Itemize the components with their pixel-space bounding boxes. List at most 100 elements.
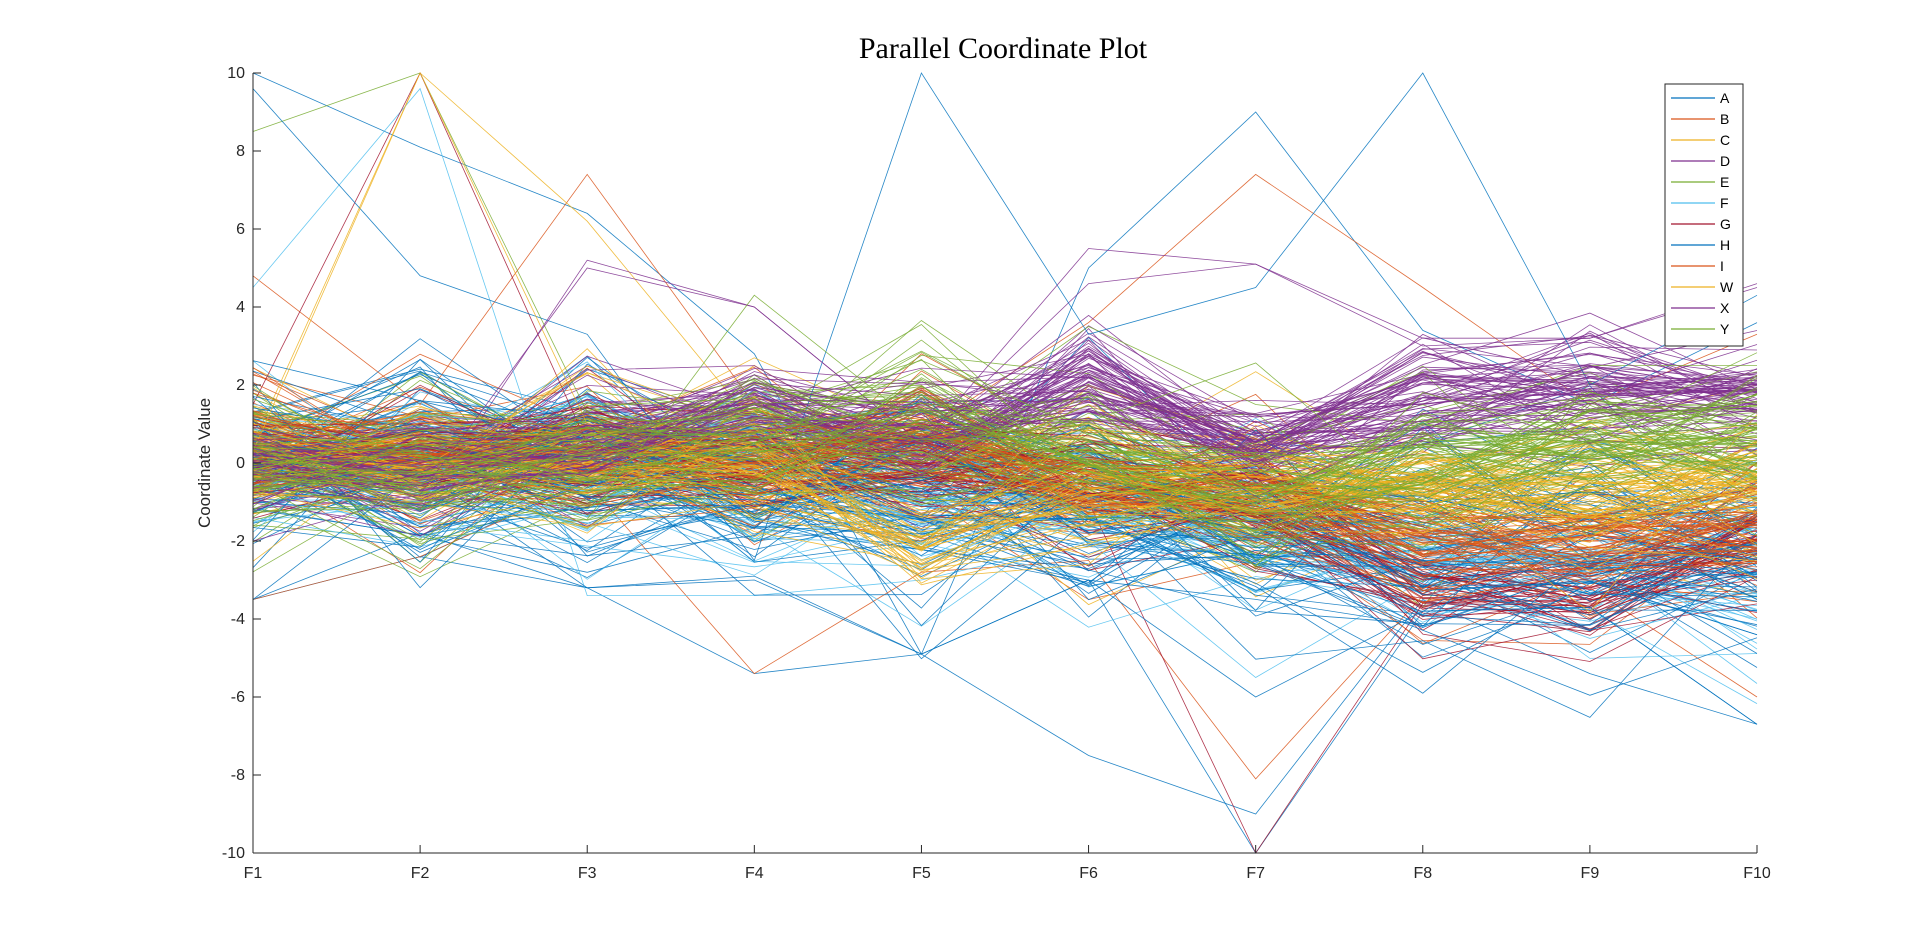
series-X-outlier <box>252 248 1758 542</box>
series-Y-line <box>252 393 1758 507</box>
series-X-line <box>252 399 1758 505</box>
series-X-line <box>252 365 1758 537</box>
x-tick-label: F10 <box>1743 865 1771 882</box>
series-Y <box>252 294 1758 573</box>
series-H-line <box>252 409 1758 626</box>
series-Y-line <box>252 339 1758 519</box>
series-Y-line <box>252 401 1758 534</box>
series-H-line <box>252 371 1758 611</box>
legend-label-I: I <box>1720 258 1724 274</box>
series-I-line <box>252 419 1758 571</box>
series-W-line <box>252 438 1758 571</box>
axes: 10 8 6 4 2 0 -2 -4 -6 -8 -10 F1 F2 F3 F4 F5 F6 F7 F8 F9 F10 <box>222 65 1771 882</box>
series-F-line <box>252 361 1758 563</box>
y-tick-label: -6 <box>231 689 245 706</box>
x-tick-label: F6 <box>1079 865 1098 882</box>
series-Y-line <box>252 294 1758 541</box>
series-W-line <box>252 429 1758 549</box>
series-Y-line <box>252 350 1758 570</box>
legend-label-E: E <box>1720 174 1729 190</box>
series-H-line <box>252 358 1758 583</box>
series-Y-line <box>252 405 1758 520</box>
series-X-line <box>252 381 1758 477</box>
series-Y-line <box>252 358 1758 527</box>
series-W-line <box>252 371 1758 548</box>
series-W <box>252 72 1758 613</box>
series-F-line <box>252 431 1758 573</box>
y-tick-label: -10 <box>222 845 245 862</box>
series-Y-line <box>252 424 1758 504</box>
legend-label-F: F <box>1720 195 1729 211</box>
legend-label-D: D <box>1720 153 1730 169</box>
series-X-line <box>252 372 1758 487</box>
series-W-line <box>252 414 1758 572</box>
series-H-line <box>252 432 1758 645</box>
x-tick-label: F8 <box>1413 865 1432 882</box>
legend-label-C: C <box>1720 132 1730 148</box>
series-W-line <box>252 365 1758 570</box>
legend-label-A: A <box>1720 90 1730 106</box>
series-Y-line <box>252 393 1758 566</box>
series-X-line <box>252 339 1758 462</box>
series-X-line <box>252 366 1758 477</box>
series-Y-line <box>252 407 1758 502</box>
series-I-line <box>252 417 1758 563</box>
series-A-outlier <box>252 532 1758 815</box>
series-Y-line <box>252 427 1758 530</box>
x-tick-label: F7 <box>1246 865 1265 882</box>
y-tick-label: 2 <box>236 377 245 394</box>
series-H-line <box>252 374 1758 673</box>
series-W-line <box>252 419 1758 529</box>
y-tick-label: 10 <box>227 65 245 82</box>
x-tick-label: F9 <box>1581 865 1600 882</box>
y-tick-label: -2 <box>231 533 245 550</box>
series-X-line <box>252 365 1758 466</box>
x-tick-label: F4 <box>745 865 764 882</box>
series-Y-line <box>252 410 1758 501</box>
legend-box <box>1664 83 1744 347</box>
series-X-line <box>252 356 1758 482</box>
series-X-line <box>252 343 1758 532</box>
series-Y-line <box>252 394 1758 490</box>
series-Y-line <box>252 392 1758 567</box>
x-tick-label: F3 <box>578 865 597 882</box>
series-H-line <box>252 454 1758 626</box>
series-Y-line <box>252 402 1758 506</box>
x-tick-label: F2 <box>411 865 430 882</box>
y-tick-label: -8 <box>231 767 245 784</box>
series-H-outlier <box>252 72 1758 562</box>
series-G-line <box>252 367 1758 578</box>
series-Y-line <box>252 391 1758 537</box>
x-tick-label: F1 <box>244 865 263 882</box>
series-D-outlier <box>252 259 1758 511</box>
chart-title: Parallel Coordinate Plot <box>859 32 1148 65</box>
series-X-line <box>252 376 1758 502</box>
legend-label-B: B <box>1720 111 1729 127</box>
series-Y-line <box>252 387 1758 509</box>
y-tick-label: 0 <box>236 455 245 472</box>
series-H-line <box>252 440 1758 628</box>
y-tick-label: 4 <box>236 299 245 316</box>
legend-label-H: H <box>1720 237 1730 253</box>
series-G-line <box>252 384 1758 591</box>
legend-label-X: X <box>1720 300 1730 316</box>
y-axis-label: Coordinate Value <box>195 398 214 528</box>
series-Y-line <box>252 393 1758 495</box>
series-Y-line <box>252 396 1758 495</box>
series-Y-line <box>252 352 1758 548</box>
legend-label-Y: Y <box>1720 321 1730 337</box>
series-Y-line <box>252 391 1758 504</box>
series-Y-line <box>252 417 1758 482</box>
y-tick-label: -4 <box>231 611 245 628</box>
y-tick-label: 8 <box>236 143 245 160</box>
y-tick-label: 6 <box>236 221 245 238</box>
series-W-line <box>252 469 1758 539</box>
legend-label-G: G <box>1720 216 1731 232</box>
series-W-line <box>252 424 1758 580</box>
legend-label-W: W <box>1720 279 1734 295</box>
x-tick-label: F5 <box>912 865 931 882</box>
series-Y-line <box>252 417 1758 521</box>
series-lines <box>252 72 1758 854</box>
series-X-line <box>252 389 1758 477</box>
